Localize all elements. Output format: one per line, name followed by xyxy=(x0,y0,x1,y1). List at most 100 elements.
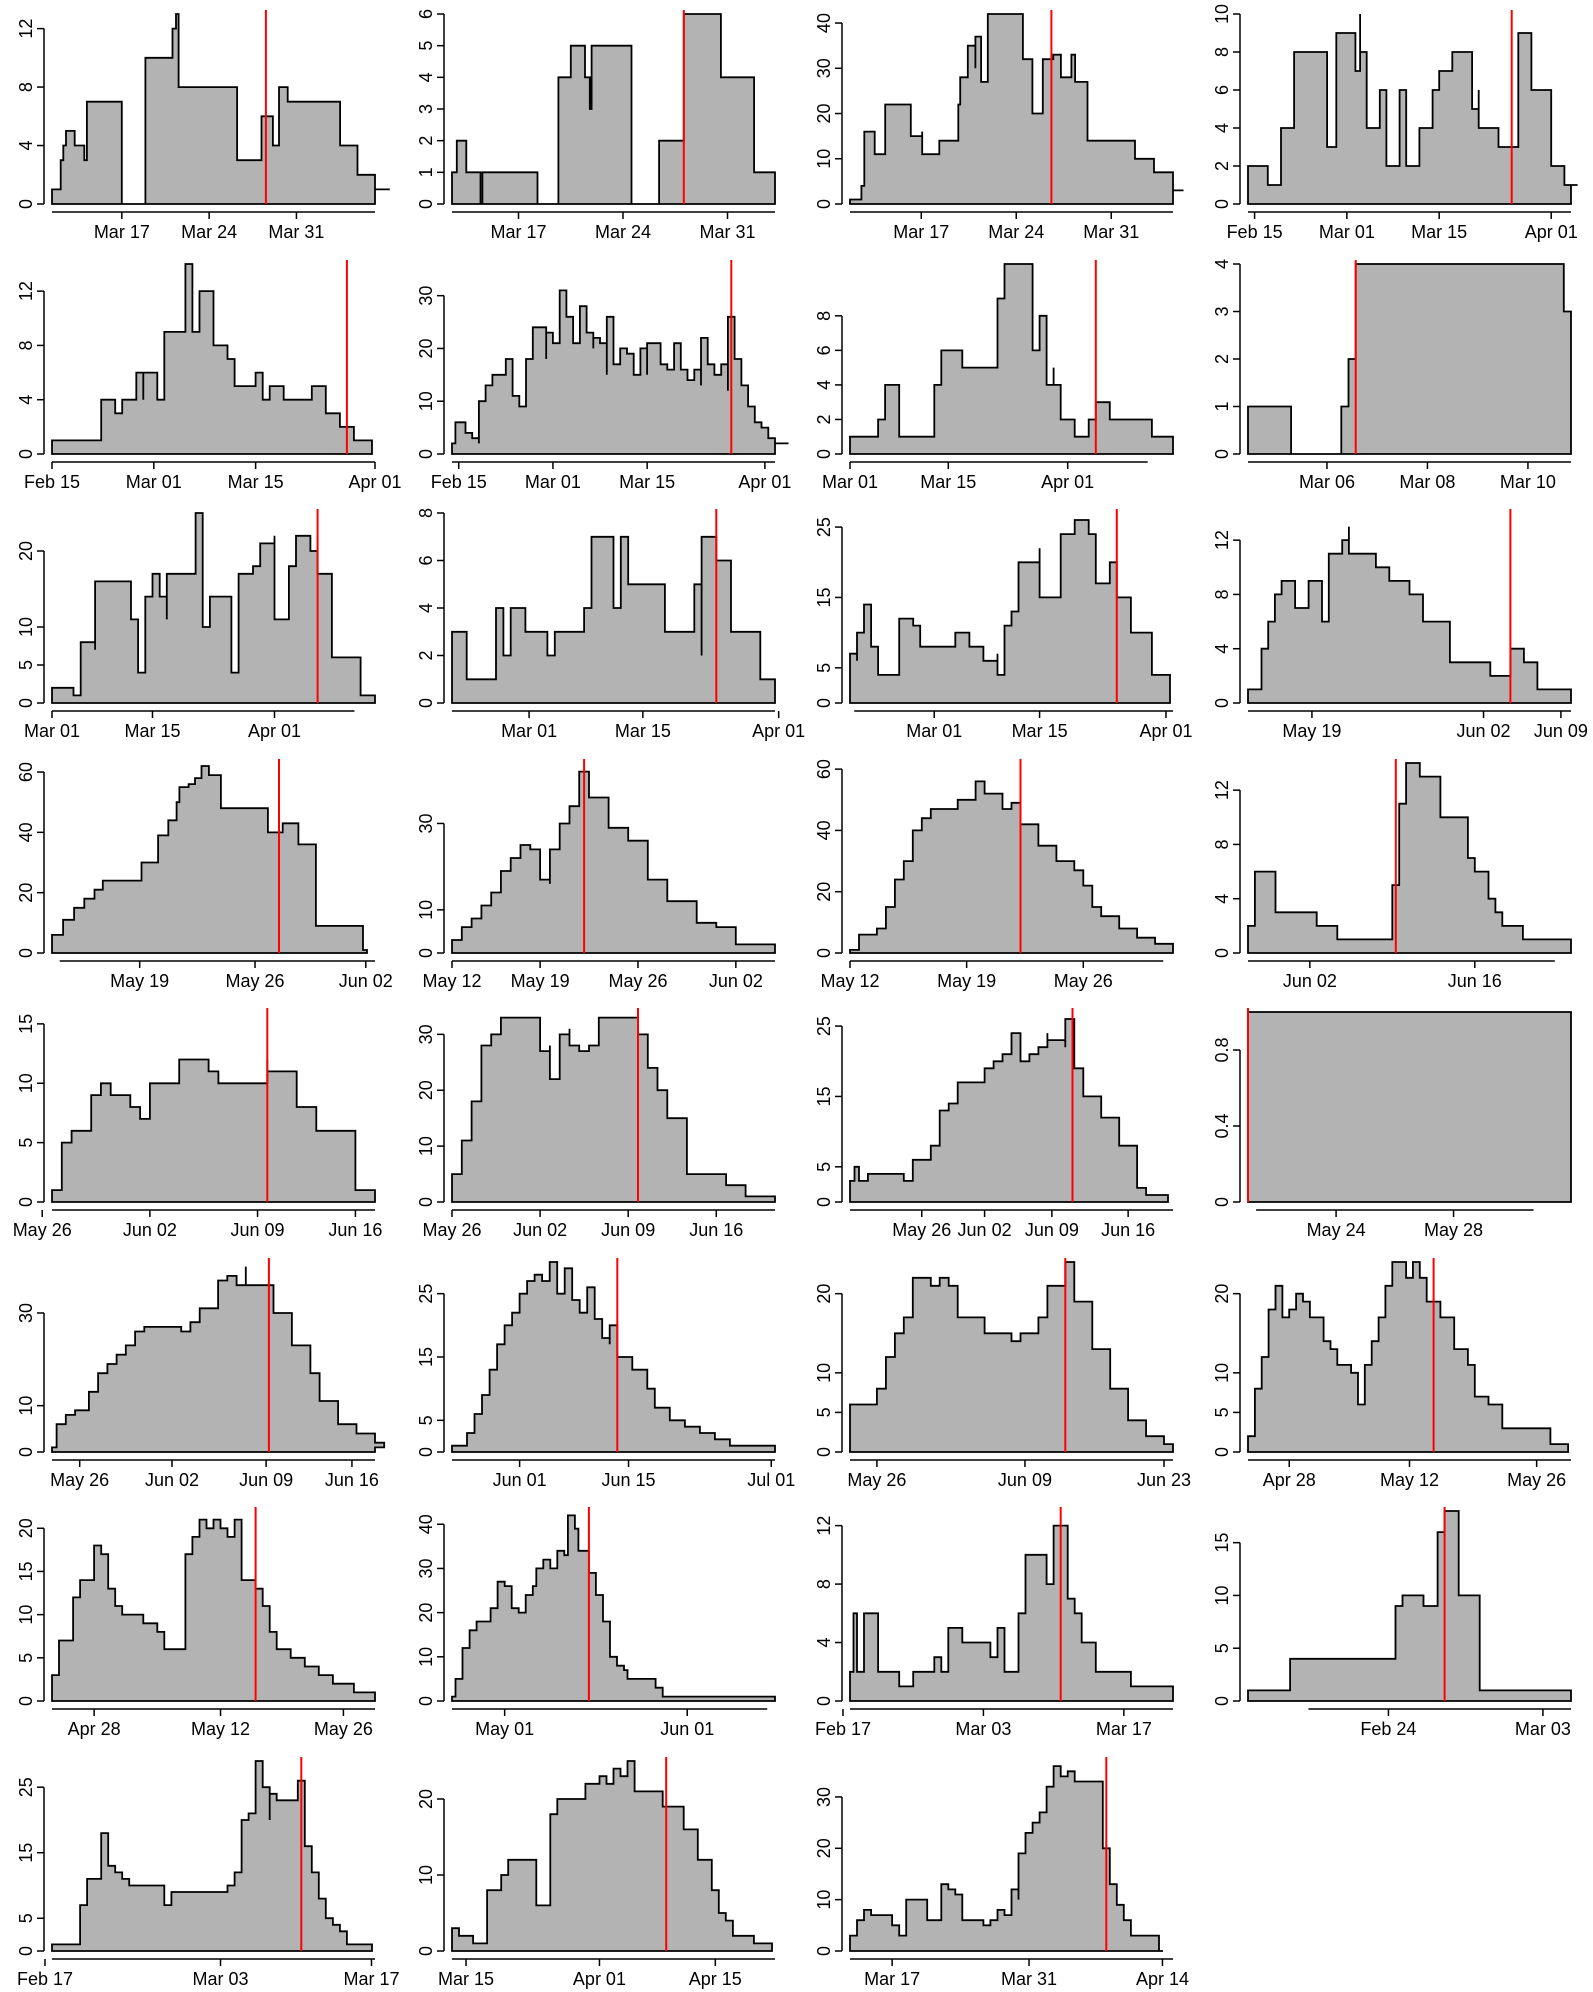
area-series xyxy=(849,519,1171,704)
x-axis: Feb 15 Mar 01 Mar 15 Apr 01 xyxy=(431,460,791,492)
x-axis: Mar 06 Mar 08 Mar 10 xyxy=(1248,460,1571,492)
y-tick-label: 30 xyxy=(416,285,436,305)
x-tick-label: Feb 17 xyxy=(815,1719,871,1739)
y-tick-label: 0 xyxy=(1212,1197,1232,1207)
x-tick-label: Jun 02 xyxy=(1456,721,1510,741)
y-tick-label: 10 xyxy=(16,1605,36,1625)
panel-16: 0 4 8 12 Jun 02 Jun 16 xyxy=(1202,757,1591,993)
y-tick-label: 10 xyxy=(16,617,36,637)
area-series xyxy=(1247,1260,1569,1453)
x-axis: May 26 Jun 02 Jun 09 Jun 16 xyxy=(422,1209,775,1240)
x-tick-label: May 12 xyxy=(191,1719,250,1739)
y-tick-label: 25 xyxy=(814,517,834,537)
x-axis: May 01 Jun 01 xyxy=(452,1708,768,1739)
y-tick-label: 5 xyxy=(16,660,36,670)
y-axis: 0 1 2 3 4 5 6 xyxy=(416,9,445,209)
x-tick-label: Mar 17 xyxy=(94,222,150,242)
y-tick-label: 5 xyxy=(814,663,834,673)
x-tick-label: Mar 06 xyxy=(1299,472,1355,492)
y-tick-label: 10 xyxy=(416,1647,436,1667)
x-tick-label: Jun 09 xyxy=(601,1220,655,1240)
area-series xyxy=(451,289,789,455)
y-tick-label: 12 xyxy=(814,1516,834,1536)
x-tick-label: Apr 28 xyxy=(68,1719,121,1739)
y-axis: 0 4 8 12 xyxy=(814,1516,843,1706)
x-tick-label: Jun 02 xyxy=(709,971,763,991)
y-axis: 0 10 20 30 xyxy=(416,1024,445,1207)
y-tick-label: 8 xyxy=(16,82,36,92)
area-series xyxy=(849,1018,1169,1203)
x-axis: May 19 May 26 Jun 02 xyxy=(59,959,393,991)
x-axis: May 24 May 28 xyxy=(1256,1209,1534,1240)
y-axis: 0 10 20 30 xyxy=(416,285,445,459)
y-tick-label: 20 xyxy=(814,1838,834,1858)
y-tick-label: 4 xyxy=(814,379,834,389)
y-tick-label: 4 xyxy=(16,141,36,151)
y-tick-label: 20 xyxy=(814,104,834,124)
y-tick-label: 5 xyxy=(814,1407,834,1417)
x-axis: Feb 17 Mar 03 Mar 17 xyxy=(815,1708,1173,1739)
y-tick-label: 6 xyxy=(814,345,834,355)
area-series xyxy=(1247,1011,1572,1203)
y-tick-label: 30 xyxy=(814,58,834,78)
y-tick-label: 10 xyxy=(16,1073,36,1093)
y-axis: 0 5 10 15 xyxy=(16,1014,45,1207)
panel-26: 0 10 20 30 40 May 01 Jun 01 xyxy=(406,1505,795,1741)
x-axis: Apr 28 May 12 May 26 xyxy=(1248,1458,1571,1490)
x-axis: May 12 May 19 May 26 xyxy=(820,959,1164,991)
panel-15-svg: 0 20 40 60 May 12 May 19 May 26 xyxy=(814,758,1174,991)
x-tick-label: Mar 15 xyxy=(1012,721,1068,741)
x-axis: May 26 Jun 02 Jun 09 Jun 16 xyxy=(50,1458,379,1490)
y-tick-label: 0 xyxy=(1212,1696,1232,1706)
y-tick-label: 0 xyxy=(16,698,36,708)
y-tick-label: 20 xyxy=(1212,1283,1232,1303)
area-series xyxy=(1247,761,1572,954)
x-axis: Jun 01 Jun 15 Jul 01 xyxy=(452,1458,795,1490)
x-tick-label: Mar 15 xyxy=(124,721,180,741)
panel-13: 0 20 40 60 May 19 May 26 Jun 02 xyxy=(6,757,395,993)
x-tick-label: Apr 28 xyxy=(1263,1470,1316,1490)
y-tick-label: 6 xyxy=(416,9,436,19)
panel-18: 0 10 20 30 May 26 Jun 02 Jun 09 Jun 16 xyxy=(406,1006,795,1242)
x-tick-label: Apr 01 xyxy=(348,472,401,492)
x-tick-label: May 12 xyxy=(1380,1470,1439,1490)
y-tick-label: 4 xyxy=(1212,258,1232,268)
y-tick-label: 5 xyxy=(1212,1407,1232,1417)
y-tick-label: 4 xyxy=(814,1638,834,1648)
x-tick-label: Apr 15 xyxy=(689,1969,742,1989)
y-tick-label: 0 xyxy=(16,448,36,458)
y-tick-label: 20 xyxy=(16,882,36,902)
panel-4-svg: 0 2 4 6 8 10 Feb 15 Mar 01 Mar 15 Apr 01 xyxy=(1212,4,1578,242)
y-tick-label: 15 xyxy=(16,1014,36,1034)
y-tick-label: 0 xyxy=(416,199,436,209)
x-tick-label: May 26 xyxy=(1507,1470,1566,1490)
y-tick-label: 3 xyxy=(416,104,436,114)
y-tick-label: 8 xyxy=(814,1579,834,1589)
x-tick-label: Jun 16 xyxy=(328,1220,382,1240)
x-tick-label: Mar 17 xyxy=(490,222,546,242)
y-tick-label: 20 xyxy=(416,1603,436,1623)
y-tick-label: 60 xyxy=(814,759,834,779)
y-tick-label: 15 xyxy=(814,1086,834,1106)
y-tick-label: 8 xyxy=(1212,589,1232,599)
y-tick-label: 10 xyxy=(1212,1585,1232,1605)
y-tick-label: 10 xyxy=(1212,4,1232,24)
panel-6-svg: 0 10 20 30 Feb 15 Mar 01 Mar 15 Apr 01 xyxy=(416,259,791,492)
y-tick-label: 4 xyxy=(416,603,436,613)
x-tick-label: May 12 xyxy=(422,971,481,991)
panel-1-svg: 0 4 8 12 Mar 17 Mar 24 Mar 31 xyxy=(16,10,390,242)
panel-12: 0 4 8 12 May 19 Jun 02 Jun 09 xyxy=(1202,507,1591,743)
panel-3-svg: 0 10 20 30 40 Mar 17 Mar 24 Mar 31 xyxy=(814,10,1184,242)
x-tick-label: Mar 01 xyxy=(24,721,80,741)
y-tick-label: 10 xyxy=(814,149,834,169)
x-tick-label: Apr 01 xyxy=(1041,472,1094,492)
y-tick-label: 20 xyxy=(16,1518,36,1538)
panel-21-svg: 0 10 30 May 26 Jun 02 Jun 09 Jun 16 xyxy=(16,1257,386,1490)
y-tick-label: 2 xyxy=(1212,353,1232,363)
area-series xyxy=(51,13,390,205)
area-series xyxy=(51,512,376,704)
y-tick-label: 5 xyxy=(16,1138,36,1148)
y-tick-label: 20 xyxy=(416,338,436,358)
panel-30-svg: 0 10 20 Mar 15 Apr 01 Apr 15 xyxy=(416,1756,775,1989)
x-tick-label: Feb 24 xyxy=(1360,1719,1416,1739)
